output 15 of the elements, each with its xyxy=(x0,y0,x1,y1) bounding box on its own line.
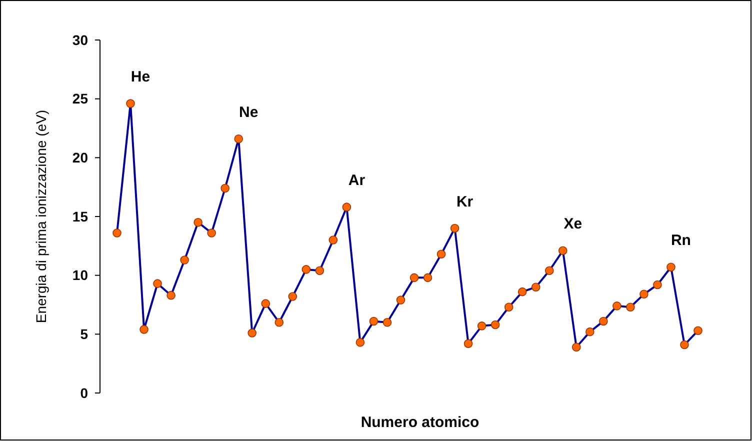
y-tick-label: 5 xyxy=(80,326,88,342)
y-tick-label: 0 xyxy=(80,384,88,401)
y-tick-label: 25 xyxy=(72,90,88,107)
y-tick-label: 10 xyxy=(72,267,88,284)
y-tick-label: 15 xyxy=(72,208,88,224)
x-axis-title: Numero atomico xyxy=(360,414,480,431)
y-axis-title: Energia di prima ionizzazione (eV) xyxy=(33,110,49,324)
annotation: Rn xyxy=(670,232,691,250)
annotation: Xe xyxy=(564,216,582,233)
annotation: Kr xyxy=(456,193,474,210)
annotation: He xyxy=(130,68,150,86)
annotation: Ar xyxy=(348,172,366,190)
y-tick-label: 30 xyxy=(72,32,88,48)
annotation: Ne xyxy=(239,104,258,121)
y-tick-label: 20 xyxy=(72,150,88,166)
